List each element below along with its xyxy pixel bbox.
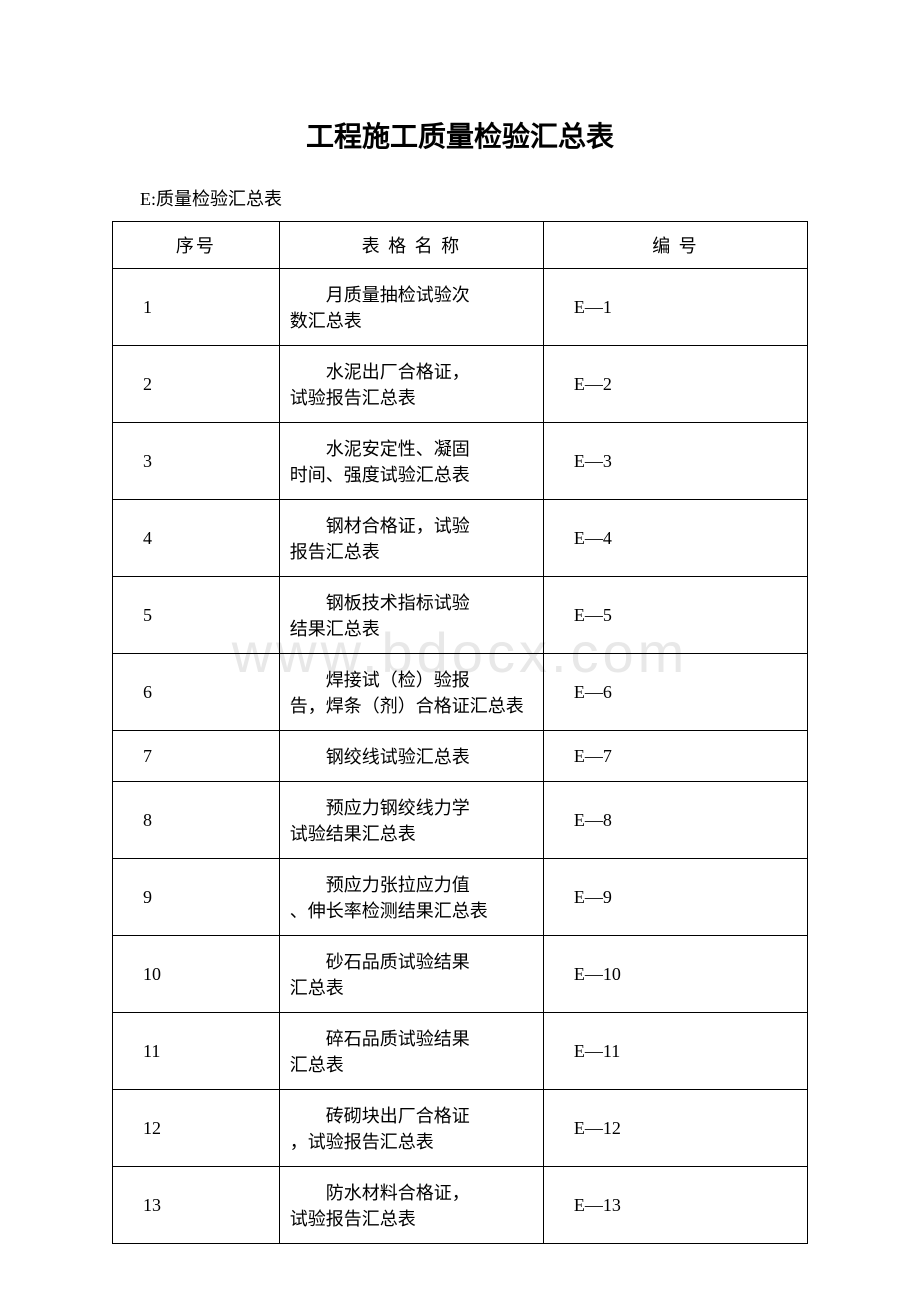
table-row: 11 碎石品质试验结果汇总表 E—11 [113,1013,808,1090]
cell-seq: 4 [113,500,280,577]
page-subtitle: E:质量检验汇总表 [140,185,920,211]
table-row: 10 砂石品质试验结果汇总表 E—10 [113,936,808,1013]
table-row: 4 钢材合格证，试验报告汇总表 E—4 [113,500,808,577]
cell-code: E—12 [543,1090,807,1167]
cell-code: E—4 [543,500,807,577]
cell-seq: 1 [113,269,280,346]
cell-seq: 11 [113,1013,280,1090]
cell-name: 水泥出厂合格证，试验报告汇总表 [279,346,543,423]
cell-code: E—8 [543,782,807,859]
cell-name: 钢材合格证，试验报告汇总表 [279,500,543,577]
col-header-code: 编 号 [543,222,807,269]
cell-code: E—9 [543,859,807,936]
table-row: 3 水泥安定性、凝固时间、强度试验汇总表 E—3 [113,423,808,500]
cell-seq: 8 [113,782,280,859]
summary-table: 序号 表 格 名 称 编 号 1 月质量抽检试验次数汇总表 E—1 2 水泥出厂… [112,221,808,1244]
cell-code: E—7 [543,731,807,782]
col-header-name: 表 格 名 称 [279,222,543,269]
cell-seq: 6 [113,654,280,731]
cell-seq: 3 [113,423,280,500]
cell-name: 砂石品质试验结果汇总表 [279,936,543,1013]
cell-seq: 7 [113,731,280,782]
table-row: 13 防水材料合格证，试验报告汇总表 E—13 [113,1167,808,1244]
cell-name: 砖砌块出厂合格证，试验报告汇总表 [279,1090,543,1167]
cell-seq: 13 [113,1167,280,1244]
cell-name: 焊接试（检）验报告，焊条（剂）合格证汇总表 [279,654,543,731]
cell-name: 预应力张拉应力值、伸长率检测结果汇总表 [279,859,543,936]
cell-code: E—1 [543,269,807,346]
cell-code: E—5 [543,577,807,654]
cell-name: 防水材料合格证，试验报告汇总表 [279,1167,543,1244]
cell-code: E—6 [543,654,807,731]
cell-code: E—3 [543,423,807,500]
cell-seq: 9 [113,859,280,936]
cell-name: 预应力钢绞线力学试验结果汇总表 [279,782,543,859]
table-header-row: 序号 表 格 名 称 编 号 [113,222,808,269]
cell-name: 碎石品质试验结果汇总表 [279,1013,543,1090]
table-row: 1 月质量抽检试验次数汇总表 E—1 [113,269,808,346]
cell-seq: 2 [113,346,280,423]
cell-name: 水泥安定性、凝固时间、强度试验汇总表 [279,423,543,500]
table-row: 5 钢板技术指标试验结果汇总表 E—5 [113,577,808,654]
table-row: 12 砖砌块出厂合格证，试验报告汇总表 E—12 [113,1090,808,1167]
cell-code: E—10 [543,936,807,1013]
cell-name: 月质量抽检试验次数汇总表 [279,269,543,346]
col-header-seq: 序号 [113,222,280,269]
cell-code: E—11 [543,1013,807,1090]
cell-seq: 12 [113,1090,280,1167]
table-row: 6 焊接试（检）验报告，焊条（剂）合格证汇总表 E—6 [113,654,808,731]
cell-seq: 5 [113,577,280,654]
table-body: 1 月质量抽检试验次数汇总表 E—1 2 水泥出厂合格证，试验报告汇总表 E—2… [113,269,808,1244]
cell-name: 钢板技术指标试验结果汇总表 [279,577,543,654]
cell-seq: 10 [113,936,280,1013]
cell-code: E—13 [543,1167,807,1244]
summary-table-container: 序号 表 格 名 称 编 号 1 月质量抽检试验次数汇总表 E—1 2 水泥出厂… [112,221,808,1244]
table-row: 8 预应力钢绞线力学试验结果汇总表 E—8 [113,782,808,859]
cell-name: 钢绞线试验汇总表 [279,731,543,782]
table-row: 7 钢绞线试验汇总表 E—7 [113,731,808,782]
table-row: 2 水泥出厂合格证，试验报告汇总表 E—2 [113,346,808,423]
cell-code: E—2 [543,346,807,423]
page-title: 工程施工质量检验汇总表 [0,115,920,155]
table-row: 9 预应力张拉应力值、伸长率检测结果汇总表 E—9 [113,859,808,936]
